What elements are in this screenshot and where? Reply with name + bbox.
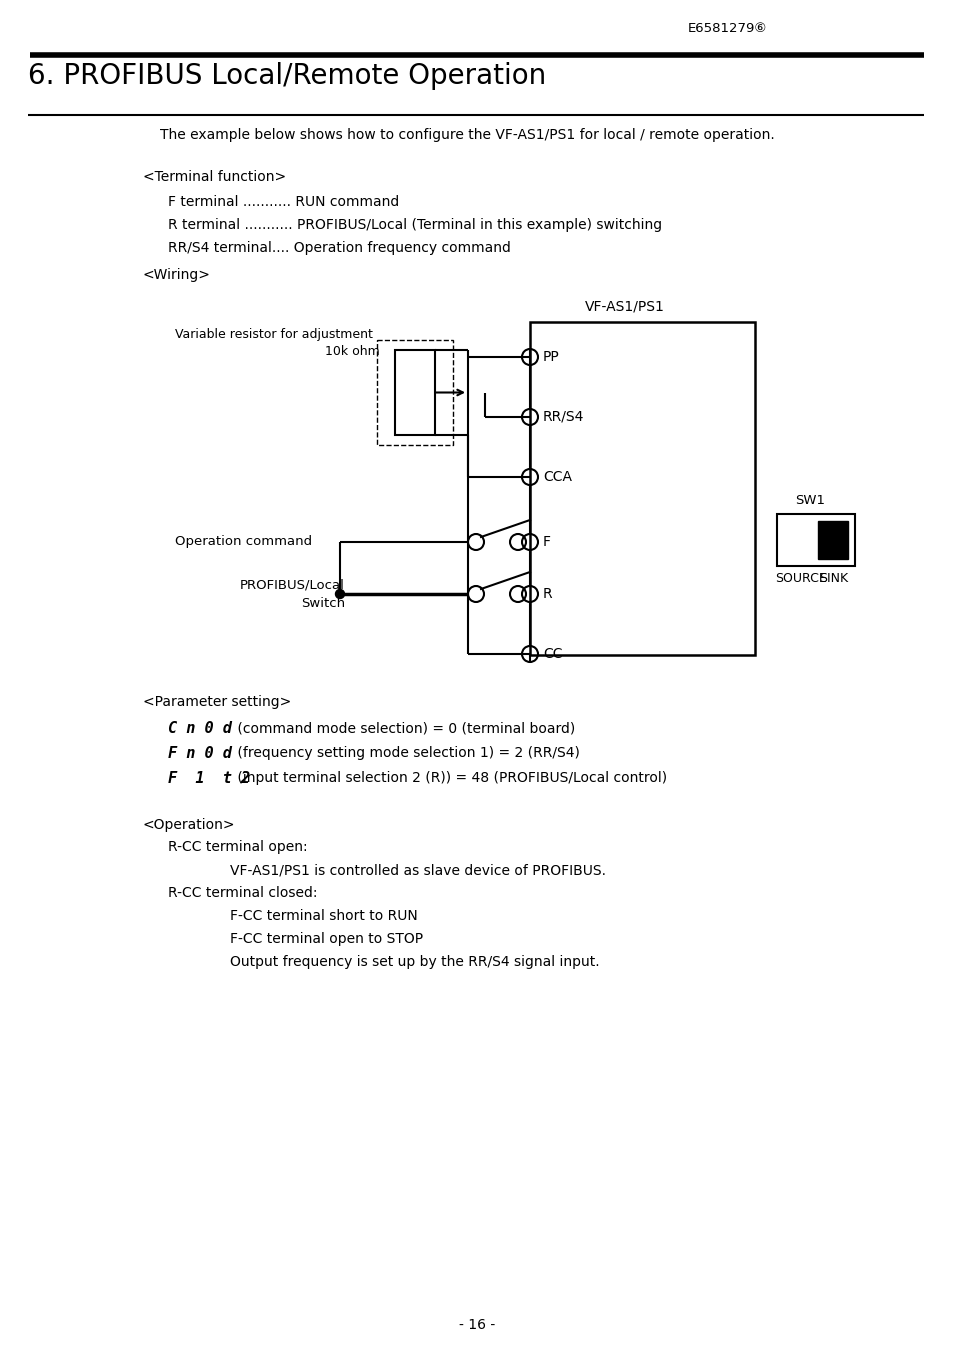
Text: F terminal ........... RUN command: F terminal ........... RUN command [168, 194, 399, 209]
Text: F n 0 d: F n 0 d [168, 747, 232, 761]
Text: PROFIBUS/Local: PROFIBUS/Local [240, 579, 345, 593]
Text: E6581279⑥: E6581279⑥ [687, 22, 766, 35]
Text: Switch: Switch [300, 597, 345, 610]
Text: CC: CC [542, 647, 562, 662]
Text: <Terminal function>: <Terminal function> [143, 170, 286, 184]
Text: Operation command: Operation command [174, 536, 312, 548]
Text: SOURCE: SOURCE [774, 572, 826, 585]
Text: R: R [542, 587, 552, 601]
Text: F-CC terminal open to STOP: F-CC terminal open to STOP [230, 931, 423, 946]
Text: Variable resistor for adjustment: Variable resistor for adjustment [174, 328, 373, 342]
Text: The example below shows how to configure the VF-AS1/PS1 for local / remote opera: The example below shows how to configure… [160, 128, 774, 142]
Text: R terminal ........... PROFIBUS/Local (Terminal in this example) switching: R terminal ........... PROFIBUS/Local (T… [168, 217, 661, 232]
Text: SINK: SINK [818, 572, 847, 585]
Text: F-CC terminal short to RUN: F-CC terminal short to RUN [230, 909, 417, 923]
Text: CCA: CCA [542, 470, 572, 485]
Text: RR/S4 terminal.... Operation frequency command: RR/S4 terminal.... Operation frequency c… [168, 242, 511, 255]
Text: <Operation>: <Operation> [143, 818, 235, 832]
Text: VF-AS1/PS1: VF-AS1/PS1 [584, 298, 664, 313]
Text: (input terminal selection 2 (R)) = 48 (PROFIBUS/Local control): (input terminal selection 2 (R)) = 48 (P… [233, 771, 666, 784]
Text: PP: PP [542, 350, 559, 365]
Text: (frequency setting mode selection 1) = 2 (RR/S4): (frequency setting mode selection 1) = 2… [233, 747, 579, 760]
Text: 10k ohm: 10k ohm [325, 346, 379, 358]
Text: RR/S4: RR/S4 [542, 410, 584, 424]
Text: R-CC terminal closed:: R-CC terminal closed: [168, 886, 317, 900]
Text: R-CC terminal open:: R-CC terminal open: [168, 840, 307, 855]
Polygon shape [395, 350, 435, 435]
Polygon shape [776, 514, 854, 566]
Text: F: F [542, 535, 551, 549]
Circle shape [335, 590, 344, 598]
Text: 6. PROFIBUS Local/Remote Operation: 6. PROFIBUS Local/Remote Operation [28, 62, 546, 90]
Text: F  1  t 2: F 1 t 2 [168, 771, 250, 786]
Text: <Wiring>: <Wiring> [143, 269, 211, 282]
Text: Output frequency is set up by the RR/S4 signal input.: Output frequency is set up by the RR/S4 … [230, 954, 599, 969]
Text: C n 0 d: C n 0 d [168, 721, 232, 736]
Text: <Parameter setting>: <Parameter setting> [143, 695, 291, 709]
Text: SW1: SW1 [794, 494, 824, 508]
Text: (command mode selection) = 0 (terminal board): (command mode selection) = 0 (terminal b… [233, 721, 575, 734]
Polygon shape [817, 521, 847, 559]
Text: VF-AS1/PS1 is controlled as slave device of PROFIBUS.: VF-AS1/PS1 is controlled as slave device… [230, 863, 605, 878]
Text: - 16 -: - 16 - [458, 1318, 495, 1332]
